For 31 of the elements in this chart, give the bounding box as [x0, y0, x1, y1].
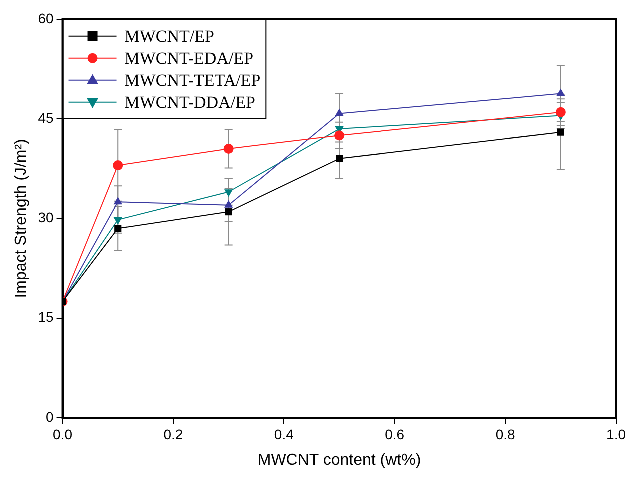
point	[114, 197, 122, 205]
point	[114, 218, 122, 226]
point	[335, 108, 344, 116]
legend-label: MWCNT-TETA/EP	[124, 70, 261, 90]
point	[556, 88, 566, 96]
x-tick-label: 0.0	[53, 426, 73, 442]
y-tick-label: 30	[38, 210, 54, 226]
y-axis-title: Impact Strength (J/m²)	[13, 139, 30, 298]
point	[113, 160, 124, 171]
point	[336, 155, 344, 162]
point	[224, 200, 234, 208]
x-tick-label: 0.6	[385, 426, 405, 442]
x-tick-label: 0.8	[496, 426, 516, 442]
point	[334, 130, 345, 141]
x-axis-title: MWCNT content (wt%)	[258, 452, 422, 469]
point	[556, 107, 566, 118]
point	[114, 225, 122, 232]
y-tick-label: 15	[38, 309, 54, 326]
point	[225, 208, 232, 216]
legend-label: MWCNT/EP	[124, 26, 215, 46]
x-tick-label: 0.2	[164, 426, 184, 442]
legend-label: MWCNT-DDA/EP	[124, 92, 256, 112]
legend-label: MWCNT-EDA/EP	[124, 48, 254, 68]
y-tick-label: 0	[46, 408, 54, 425]
y-tick-label: 60	[38, 10, 54, 26]
x-tick-label: 0.4	[274, 426, 294, 442]
point	[557, 128, 564, 136]
y-tick-label: 45	[38, 110, 54, 126]
point	[224, 190, 234, 198]
x-tick-label: 1.0	[606, 426, 626, 442]
point	[224, 144, 234, 154]
